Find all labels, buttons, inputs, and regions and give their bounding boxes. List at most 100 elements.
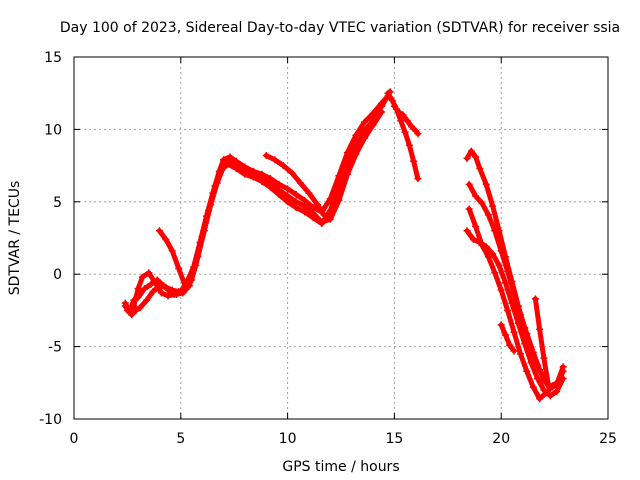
data-point bbox=[217, 166, 225, 174]
data-point bbox=[343, 149, 351, 157]
data-point bbox=[194, 253, 202, 261]
series-track-5 bbox=[263, 153, 327, 218]
data-point bbox=[497, 321, 505, 329]
y-tick-label: -5 bbox=[48, 340, 62, 356]
data-point bbox=[326, 195, 334, 203]
data-point bbox=[200, 227, 208, 235]
data-point bbox=[145, 269, 153, 277]
data-point bbox=[548, 382, 556, 390]
data-point bbox=[476, 164, 484, 172]
plot-frame bbox=[73, 56, 609, 420]
y-tick-label: 5 bbox=[53, 195, 62, 211]
data-point bbox=[529, 348, 537, 356]
data-point bbox=[489, 250, 497, 258]
data-point bbox=[162, 235, 170, 243]
y-axis-title: SDTVAR / TECUs bbox=[7, 181, 23, 296]
data-point bbox=[126, 308, 134, 316]
data-point bbox=[326, 215, 334, 223]
data-point bbox=[360, 134, 368, 142]
data-point bbox=[514, 302, 522, 310]
data-point bbox=[536, 395, 544, 403]
data-point bbox=[378, 102, 386, 110]
data-point bbox=[410, 157, 418, 165]
data-point bbox=[205, 206, 213, 214]
data-point bbox=[508, 277, 516, 285]
data-point bbox=[527, 344, 535, 352]
data-point bbox=[463, 227, 471, 235]
data-point bbox=[501, 279, 509, 287]
data-point bbox=[491, 269, 499, 277]
data-point bbox=[179, 289, 187, 297]
data-point bbox=[514, 319, 522, 327]
data-point bbox=[267, 183, 275, 191]
data-point bbox=[510, 289, 518, 297]
data-point bbox=[529, 383, 537, 391]
data-point bbox=[403, 117, 411, 125]
data-point bbox=[192, 262, 200, 270]
data-point bbox=[320, 211, 328, 219]
data-point bbox=[335, 183, 343, 191]
data-point bbox=[134, 285, 142, 293]
x-axis-title: GPS time / hours bbox=[282, 459, 399, 475]
series-track-13 bbox=[498, 322, 517, 354]
data-point bbox=[335, 172, 343, 180]
data-point bbox=[130, 296, 138, 304]
data-point bbox=[158, 289, 166, 297]
data-point bbox=[397, 117, 405, 125]
data-point bbox=[465, 180, 473, 188]
x-tick-label: 15 bbox=[385, 431, 403, 447]
data-point bbox=[207, 201, 215, 209]
data-point bbox=[335, 196, 343, 204]
data-point bbox=[536, 366, 544, 374]
data-point bbox=[352, 131, 360, 139]
series-track-12 bbox=[532, 296, 551, 387]
data-point bbox=[220, 156, 228, 164]
data-point bbox=[467, 147, 475, 155]
data-point bbox=[501, 253, 509, 261]
data-point bbox=[478, 199, 486, 207]
data-point bbox=[211, 182, 219, 190]
data-point bbox=[292, 204, 300, 212]
data-point bbox=[301, 208, 309, 216]
data-point bbox=[175, 264, 183, 272]
series-layer bbox=[122, 89, 566, 402]
data-point bbox=[164, 292, 172, 300]
data-point bbox=[472, 192, 480, 200]
data-point bbox=[542, 389, 550, 397]
data-point bbox=[546, 392, 554, 400]
data-point bbox=[284, 185, 292, 193]
data-point bbox=[531, 295, 539, 303]
data-point bbox=[414, 175, 422, 183]
data-point bbox=[384, 89, 392, 97]
data-point bbox=[224, 160, 232, 168]
data-point bbox=[472, 222, 480, 230]
data-point bbox=[559, 374, 567, 382]
data-point bbox=[510, 347, 518, 355]
data-point bbox=[484, 211, 492, 219]
data-point bbox=[314, 201, 322, 209]
data-point bbox=[504, 306, 512, 314]
data-point bbox=[262, 151, 270, 159]
data-point bbox=[516, 311, 524, 319]
data-point bbox=[369, 109, 377, 117]
x-tick-label: 10 bbox=[279, 431, 297, 447]
data-point bbox=[138, 273, 146, 281]
data-point bbox=[360, 127, 368, 135]
data-point bbox=[232, 164, 240, 172]
data-point bbox=[506, 341, 514, 349]
series-track-9 bbox=[466, 181, 566, 390]
data-point bbox=[388, 96, 396, 104]
data-point bbox=[523, 367, 531, 375]
data-point bbox=[155, 227, 163, 235]
data-point bbox=[405, 141, 413, 149]
data-point bbox=[160, 282, 168, 290]
y-tick-label: 0 bbox=[53, 267, 62, 283]
data-point bbox=[305, 189, 313, 197]
data-point bbox=[153, 276, 161, 284]
data-point bbox=[187, 276, 195, 284]
x-tick-label: 25 bbox=[599, 431, 617, 447]
data-point bbox=[309, 214, 317, 222]
data-point bbox=[121, 302, 129, 310]
data-point bbox=[553, 387, 561, 395]
